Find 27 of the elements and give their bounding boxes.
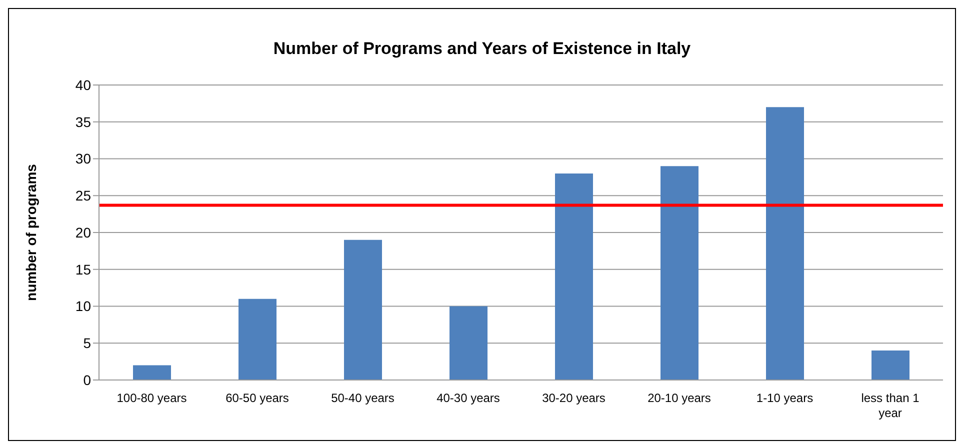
y-tick-label: 10 [75,298,92,314]
y-tick-label: 25 [75,188,92,204]
y-tick-label: 30 [75,150,92,167]
x-tick-label: 20-10 years [648,391,711,405]
bar [344,240,382,380]
bar [660,166,698,380]
x-tick-label: less than 1 year [861,391,920,420]
x-tick-label: 100-80 years [116,391,187,405]
y-tick-label: 0 [83,372,92,388]
x-tick-label: 60-50 years [226,391,289,405]
bar [555,174,593,380]
x-tick-label: 40-30 years [436,391,500,405]
x-tick-label: 50-40 years [331,391,394,405]
y-tick-label: 5 [83,335,92,352]
chart-title: Number of Programs and Years of Existence in Italy [272,39,692,59]
bar [766,107,804,380]
y-tick-label: 20 [75,224,92,240]
y-tick-label: 40 [75,76,92,93]
bar [872,350,910,380]
x-tick-label: 30-20 years [542,391,606,405]
bar [450,306,488,380]
bar [133,365,171,380]
x-tick-label: 1-10 years [756,391,814,405]
y-tick-label: 35 [75,114,92,130]
y-tick-label: 15 [75,261,92,278]
y-axis-title: number of programs [22,164,39,301]
bar [238,298,276,380]
